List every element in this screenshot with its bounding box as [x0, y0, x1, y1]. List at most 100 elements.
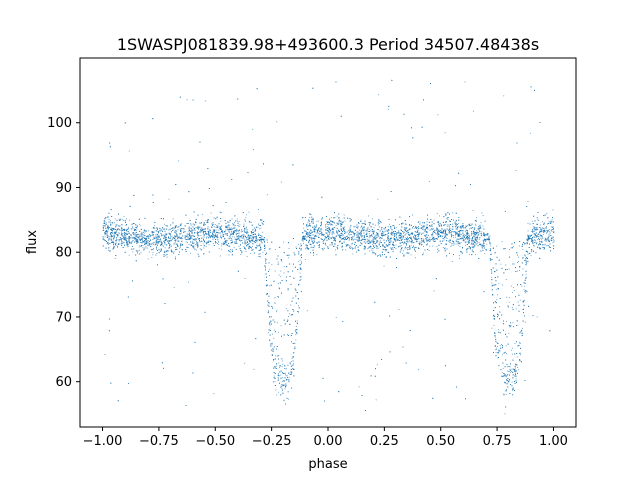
data-point — [369, 225, 371, 227]
data-point — [211, 235, 213, 237]
data-point — [114, 258, 116, 259]
data-point — [227, 226, 229, 228]
data-point — [258, 245, 259, 247]
data-point — [512, 353, 513, 355]
data-point — [477, 242, 478, 244]
data-point — [282, 363, 284, 365]
data-point — [159, 251, 161, 252]
data-point — [436, 246, 438, 248]
data-point — [332, 227, 334, 229]
data-point — [270, 346, 272, 347]
data-point — [118, 233, 120, 234]
data-point — [470, 228, 472, 229]
data-point — [179, 247, 181, 249]
data-point — [493, 324, 495, 326]
data-point — [274, 329, 276, 331]
data-point — [394, 230, 396, 232]
data-point — [505, 374, 507, 376]
data-point — [504, 413, 506, 415]
data-point — [144, 230, 146, 231]
data-point — [290, 363, 291, 365]
data-point — [368, 241, 370, 243]
data-point — [468, 228, 470, 230]
data-point — [463, 237, 465, 238]
data-point — [513, 369, 515, 371]
data-point — [381, 237, 382, 239]
data-point — [219, 255, 221, 257]
data-point — [270, 343, 272, 344]
data-point — [398, 230, 399, 232]
data-point — [364, 222, 366, 224]
data-point — [531, 238, 533, 240]
data-point — [258, 209, 259, 210]
data-point — [387, 245, 389, 247]
data-point — [406, 247, 408, 249]
data-point — [547, 223, 548, 225]
data-point — [505, 264, 507, 266]
data-point — [533, 226, 535, 228]
data-point — [305, 244, 307, 246]
data-point — [120, 238, 122, 240]
data-point — [423, 229, 425, 231]
data-point — [222, 230, 223, 232]
data-point — [429, 237, 431, 239]
data-point — [453, 236, 455, 238]
data-point — [406, 227, 408, 229]
data-point — [465, 241, 467, 243]
data-point — [547, 238, 548, 239]
data-point — [530, 255, 532, 257]
data-point — [334, 226, 336, 228]
data-point — [383, 249, 385, 251]
data-point — [437, 238, 438, 240]
data-point — [152, 252, 154, 253]
data-point — [114, 218, 116, 220]
data-point — [196, 249, 197, 251]
data-point — [164, 250, 166, 252]
data-point — [161, 249, 162, 251]
data-point — [179, 234, 181, 236]
data-point — [367, 228, 369, 230]
data-point — [230, 234, 231, 236]
data-point — [546, 245, 547, 247]
data-point — [405, 234, 406, 236]
data-point — [128, 226, 129, 228]
data-point — [443, 232, 445, 234]
data-point — [306, 232, 308, 234]
data-point — [297, 292, 299, 294]
data-point — [158, 229, 160, 231]
data-point — [160, 232, 161, 234]
data-point — [116, 230, 118, 231]
data-point — [551, 230, 553, 232]
data-point — [470, 243, 472, 245]
data-point — [110, 227, 112, 229]
data-point — [522, 257, 524, 259]
data-point — [386, 229, 388, 231]
data-point — [356, 235, 358, 237]
data-point — [136, 235, 137, 237]
data-point — [482, 250, 484, 251]
data-point — [355, 226, 357, 227]
data-point — [343, 214, 345, 216]
data-point — [330, 229, 332, 231]
data-point — [337, 223, 339, 225]
data-point — [445, 233, 447, 235]
data-point — [481, 231, 483, 233]
data-point — [199, 228, 201, 230]
data-point — [125, 234, 127, 235]
data-point — [186, 233, 188, 235]
data-point — [298, 243, 299, 245]
data-point — [341, 232, 343, 234]
data-point — [281, 366, 283, 368]
data-point — [502, 284, 504, 286]
data-point — [277, 391, 279, 393]
data-point — [112, 223, 114, 225]
data-point — [108, 238, 110, 240]
data-point — [253, 368, 255, 370]
data-point — [338, 219, 340, 221]
data-point — [197, 231, 199, 233]
data-point — [119, 229, 120, 231]
data-point — [526, 243, 528, 245]
data-point — [234, 225, 236, 227]
data-point — [177, 240, 179, 242]
data-point — [429, 245, 431, 247]
